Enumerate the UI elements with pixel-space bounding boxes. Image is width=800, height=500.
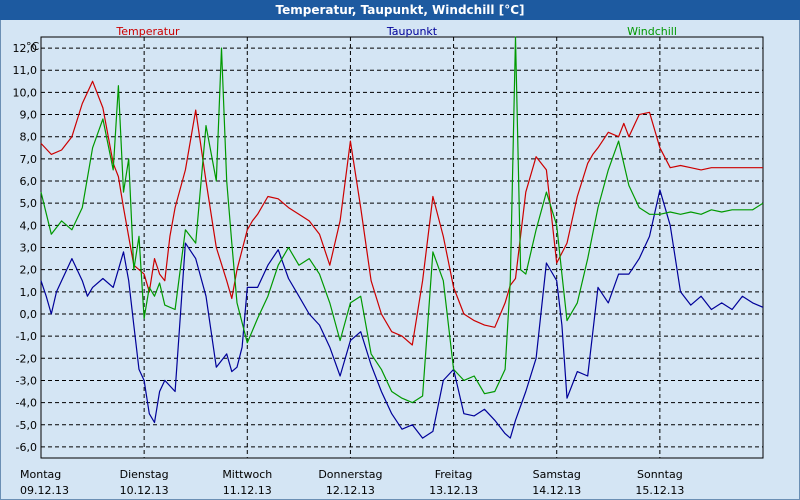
y-tick-label: 11,0 [13, 64, 38, 77]
y-tick-label: 9,0 [20, 109, 38, 122]
y-tick-label: -2,0 [16, 352, 37, 365]
x-tick-day: Freitag [435, 468, 473, 481]
x-tick-date: 12.12.13 [326, 484, 375, 497]
y-tick-label: 5,0 [20, 197, 38, 210]
plot-area [40, 36, 764, 459]
legend-temperatur: Temperatur [115, 25, 180, 38]
y-tick-label: 4,0 [20, 219, 38, 232]
y-tick-label: 8,0 [20, 131, 38, 144]
x-tick-date: 15.12.13 [635, 484, 684, 497]
y-tick-label: 7,0 [20, 153, 38, 166]
y-tick-label: -4,0 [16, 397, 37, 410]
x-tick-day: Samstag [533, 468, 581, 481]
y-tick-label: -5,0 [16, 419, 37, 432]
y-tick-label: -1,0 [16, 330, 37, 343]
x-tick-date: 14.12.13 [532, 484, 581, 497]
y-tick-label: 6,0 [20, 175, 38, 188]
y-tick-label: -6,0 [16, 441, 37, 454]
series-line-temperatur [40, 80, 763, 346]
x-tick-date: 10.12.13 [120, 484, 169, 497]
legend-taupunkt: Taupunkt [386, 25, 438, 38]
x-tick-day: Sonntag [637, 468, 683, 481]
x-tick-day: Donnerstag [318, 468, 382, 481]
series-line-taupunkt [40, 189, 764, 439]
y-tick-label: 2,0 [20, 264, 38, 277]
y-axis-unit: °C [26, 40, 40, 53]
chart-title: Temperatur, Taupunkt, Windchill [°C] [0, 0, 800, 20]
y-tick-label: 0,0 [20, 308, 38, 321]
x-tick-day: Mittwoch [222, 468, 272, 481]
y-tick-label: 1,0 [20, 286, 38, 299]
y-tick-label: -3,0 [16, 374, 37, 387]
x-tick-day: Montag [20, 468, 61, 481]
legend-windchill: Windchill [627, 25, 677, 38]
y-tick-label: 3,0 [20, 242, 38, 255]
series-line-windchill [40, 36, 764, 404]
y-tick-label: 12,0 [13, 42, 38, 55]
y-tick-label: 10,0 [13, 86, 38, 99]
x-tick-date: 13.12.13 [429, 484, 478, 497]
x-tick-day: Dienstag [120, 468, 169, 481]
x-tick-date: 09.12.13 [20, 484, 69, 497]
x-tick-date: 11.12.13 [223, 484, 272, 497]
